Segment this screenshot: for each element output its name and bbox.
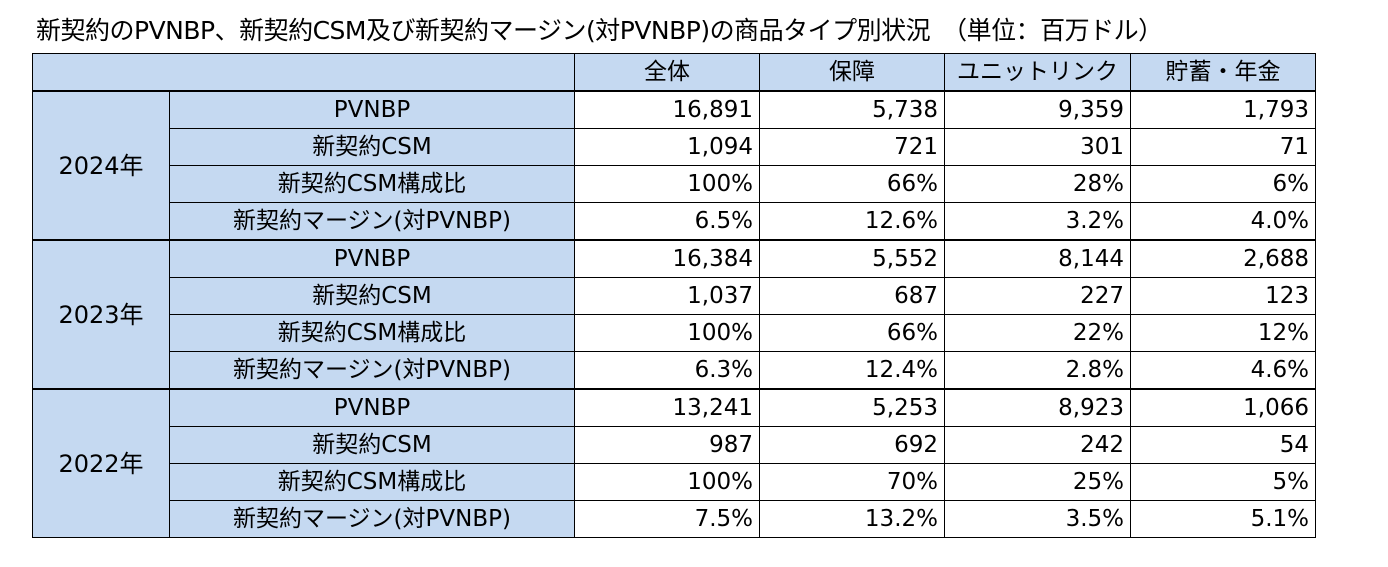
metric-label: 新契約CSM xyxy=(169,277,575,315)
value-cell: 12.4% xyxy=(759,351,945,390)
header-unit-linked: ユニットリンク xyxy=(944,53,1131,92)
value-cell: 1,066 xyxy=(1130,388,1316,427)
table-row: 新契約マージン(対PVNBP) 6.3% 12.4% 2.8% 4.6% xyxy=(33,351,1316,390)
value-cell: 22% xyxy=(944,314,1131,352)
value-cell: 3.2% xyxy=(944,202,1131,241)
metric-label: 新契約CSM構成比 xyxy=(169,314,575,352)
metric-label: PVNBP xyxy=(169,239,575,278)
year-cell: 2024年 xyxy=(32,90,170,241)
value-cell: 16,384 xyxy=(574,239,760,278)
value-cell: 7.5% xyxy=(574,500,760,538)
table-row: 新契約CSM構成比 100% 70% 25% 5% xyxy=(33,463,1316,501)
value-cell: 6.3% xyxy=(574,351,760,390)
value-cell: 13.2% xyxy=(759,500,945,538)
value-cell: 987 xyxy=(574,426,760,464)
metric-label: 新契約CSM xyxy=(169,426,575,464)
table-row: 新契約CSM 987 692 242 54 xyxy=(33,426,1316,464)
value-cell: 4.6% xyxy=(1130,351,1316,390)
value-cell: 5,552 xyxy=(759,239,945,278)
table-row: 新契約マージン(対PVNBP) 6.5% 12.6% 3.2% 4.0% xyxy=(33,202,1316,241)
year-cell: 2022年 xyxy=(32,388,170,538)
header-total: 全体 xyxy=(574,53,760,92)
value-cell: 13,241 xyxy=(574,388,760,427)
value-cell: 1,037 xyxy=(574,277,760,315)
metric-label: 新契約CSM xyxy=(169,128,575,166)
header-savings-annuity: 貯蓄・年金 xyxy=(1130,53,1316,92)
value-cell: 71 xyxy=(1130,128,1316,166)
value-cell: 100% xyxy=(574,463,760,501)
value-cell: 70% xyxy=(759,463,945,501)
table-row: 新契約CSM構成比 100% 66% 28% 6% xyxy=(33,165,1316,203)
value-cell: 66% xyxy=(759,314,945,352)
value-cell: 123 xyxy=(1130,277,1316,315)
value-cell: 28% xyxy=(944,165,1131,203)
value-cell: 3.5% xyxy=(944,500,1131,538)
header-row: 全体 保障 ユニットリンク 貯蓄・年金 xyxy=(32,53,1316,92)
metric-label: PVNBP xyxy=(169,90,575,129)
value-cell: 6% xyxy=(1130,165,1316,203)
header-corner-cell xyxy=(32,53,575,92)
table-row: 新契約マージン(対PVNBP) 7.5% 13.2% 3.5% 5.1% xyxy=(33,500,1316,538)
value-cell: 5% xyxy=(1130,463,1316,501)
value-cell: 9,359 xyxy=(944,90,1131,129)
value-cell: 227 xyxy=(944,277,1131,315)
header-protection: 保障 xyxy=(759,53,945,92)
value-cell: 8,923 xyxy=(944,388,1131,427)
metric-label: 新契約CSM構成比 xyxy=(169,463,575,501)
value-cell: 721 xyxy=(759,128,945,166)
metric-label: 新契約マージン(対PVNBP) xyxy=(169,202,575,241)
value-cell: 16,891 xyxy=(574,90,760,129)
value-cell: 6.5% xyxy=(574,202,760,241)
data-table: 全体 保障 ユニットリンク 貯蓄・年金 2024年 PVNBP 16,891 5… xyxy=(32,53,1316,538)
value-cell: 66% xyxy=(759,165,945,203)
value-cell: 8,144 xyxy=(944,239,1131,278)
table-row: 2024年 PVNBP 16,891 5,738 9,359 1,793 xyxy=(32,90,1316,241)
value-cell: 5,738 xyxy=(759,90,945,129)
table-row: 2023年 PVNBP 16,384 5,552 8,144 2,688 xyxy=(32,239,1316,390)
value-cell: 692 xyxy=(759,426,945,464)
value-cell: 301 xyxy=(944,128,1131,166)
metric-label: 新契約CSM構成比 xyxy=(169,165,575,203)
value-cell: 1,793 xyxy=(1130,90,1316,129)
value-cell: 5,253 xyxy=(759,388,945,427)
metric-label: PVNBP xyxy=(169,388,575,427)
value-cell: 54 xyxy=(1130,426,1316,464)
table-row: 新契約CSM 1,094 721 301 71 xyxy=(33,128,1316,166)
table-row: 新契約CSM 1,037 687 227 123 xyxy=(33,277,1316,315)
value-cell: 100% xyxy=(574,314,760,352)
value-cell: 2,688 xyxy=(1130,239,1316,278)
year-cell: 2023年 xyxy=(32,239,170,390)
value-cell: 12.6% xyxy=(759,202,945,241)
value-cell: 2.8% xyxy=(944,351,1131,390)
page-title: 新契約のPVNBP、新契約CSM及び新契約マージン(対PVNBP)の商品タイプ別… xyxy=(36,16,1163,45)
table-row: 新契約CSM構成比 100% 66% 22% 12% xyxy=(33,314,1316,352)
value-cell: 1,094 xyxy=(574,128,760,166)
value-cell: 100% xyxy=(574,165,760,203)
value-cell: 5.1% xyxy=(1130,500,1316,538)
value-cell: 4.0% xyxy=(1130,202,1316,241)
value-cell: 242 xyxy=(944,426,1131,464)
value-cell: 25% xyxy=(944,463,1131,501)
metric-label: 新契約マージン(対PVNBP) xyxy=(169,351,575,390)
metric-label: 新契約マージン(対PVNBP) xyxy=(169,500,575,538)
table-row: 2022年 PVNBP 13,241 5,253 8,923 1,066 xyxy=(32,388,1316,538)
value-cell: 12% xyxy=(1130,314,1316,352)
value-cell: 687 xyxy=(759,277,945,315)
